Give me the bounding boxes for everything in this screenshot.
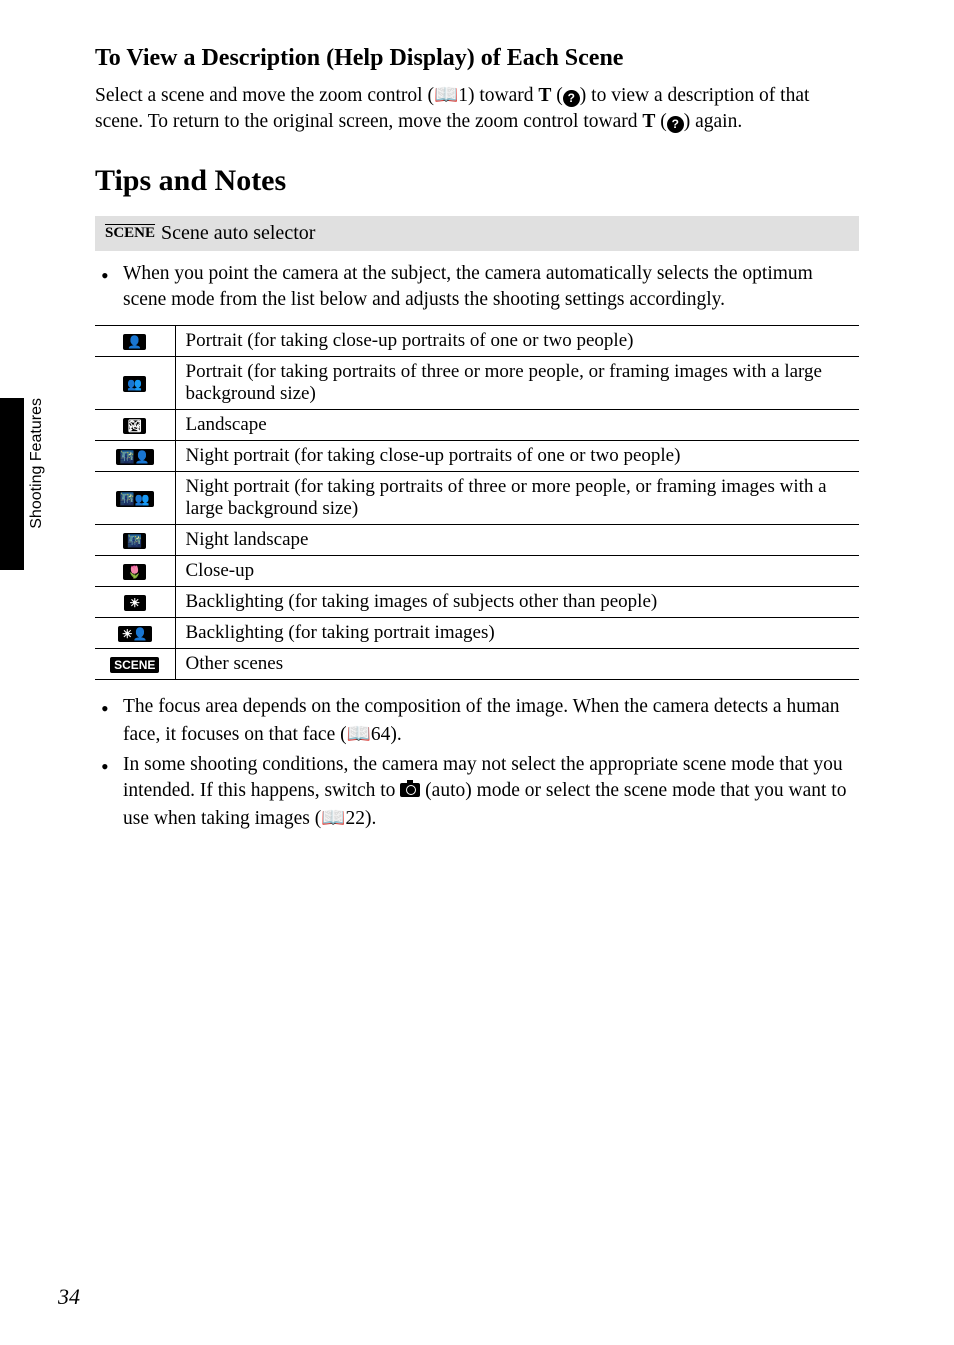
side-tab: Shooting Features — [0, 398, 54, 648]
text-fragment: Select a scene and move the zoom control… — [95, 85, 434, 106]
help-display-body: Select a scene and move the zoom control… — [95, 82, 859, 136]
scene-desc-cell: Night portrait (for taking portraits of … — [175, 472, 859, 525]
camera-icon — [400, 783, 420, 797]
scene-type-icon: 👥 — [123, 376, 146, 392]
table-row: 🌃👥 Night portrait (for taking portraits o… — [95, 472, 859, 525]
text-fragment: ( — [655, 111, 666, 132]
scene-type-icon: ☀👤 — [118, 626, 152, 642]
table-row: 🌃👤 Night portrait (for taking close-up po… — [95, 441, 859, 472]
scene-mode-icon: SCENE — [105, 225, 155, 242]
scene-type-icon: 🌃👤 — [116, 449, 154, 465]
bullet-list-top: When you point the camera at the subject… — [95, 261, 859, 314]
page-content: To View a Description (Help Display) of … — [0, 0, 954, 832]
text-fragment: 22). — [345, 808, 376, 829]
scene-type-icon: 🌷 — [123, 564, 146, 580]
text-fragment: 1) toward — [458, 85, 538, 106]
text-fragment: The focus area depends on the compositio… — [123, 696, 840, 744]
text-fragment: ) again. — [684, 111, 742, 132]
scene-desc-cell: Portrait (for taking close-up portraits … — [175, 326, 859, 357]
scene-type-icon: 🌃👥 — [116, 491, 154, 507]
table-row: 🌃 Night landscape — [95, 525, 859, 556]
scene-type-icon: SCENE — [110, 657, 159, 673]
list-item: The focus area depends on the compositio… — [95, 694, 859, 748]
scene-icon-cell: 🌷 — [95, 556, 175, 587]
scene-desc-cell: Backlighting (for taking portrait images… — [175, 618, 859, 649]
scene-table: 👤 Portrait (for taking close-up portraits… — [95, 325, 859, 680]
reference-icon: 📖 — [321, 805, 345, 831]
scene-auto-label: Scene auto selector — [161, 222, 315, 245]
bullet-list-bottom: The focus area depends on the compositio… — [95, 694, 859, 832]
scene-icon-cell: 👤 — [95, 326, 175, 357]
scene-desc-cell: Night landscape — [175, 525, 859, 556]
list-item: When you point the camera at the subject… — [95, 261, 859, 314]
scene-type-icon: 👤 — [123, 334, 146, 350]
table-row: 👤 Portrait (for taking close-up portraits… — [95, 326, 859, 357]
text-fragment: 64). — [371, 724, 402, 745]
scene-type-icon: 🏞 — [123, 418, 146, 434]
table-row: 🌷 Close-up — [95, 556, 859, 587]
tips-notes-heading: Tips and Notes — [95, 164, 859, 198]
scene-icon-cell: 🌃👤 — [95, 441, 175, 472]
table-row: 👥 Portrait (for taking portraits of three… — [95, 357, 859, 410]
scene-icon-cell: 🌃👥 — [95, 472, 175, 525]
help-icon: ? — [667, 116, 684, 133]
scene-desc-cell: Backlighting (for taking images of subje… — [175, 587, 859, 618]
scene-icon-text: SCENE — [105, 225, 155, 241]
table-row: ☀👤 Backlighting (for taking portrait imag… — [95, 618, 859, 649]
scene-icon-cell: 🌃 — [95, 525, 175, 556]
help-display-heading: To View a Description (Help Display) of … — [95, 45, 859, 72]
scene-desc-cell: Portrait (for taking portraits of three … — [175, 357, 859, 410]
text-fragment: ( — [551, 85, 562, 106]
reference-icon: 📖 — [434, 82, 458, 108]
scene-type-icon: ☀ — [124, 595, 146, 611]
scene-icon-cell: 👥 — [95, 357, 175, 410]
scene-icon-cell: ☀👤 — [95, 618, 175, 649]
side-tab-marker — [0, 398, 24, 570]
table-row: ☀ Backlighting (for taking images of subj… — [95, 587, 859, 618]
help-icon: ? — [563, 90, 580, 107]
scene-table-body: 👤 Portrait (for taking close-up portraits… — [95, 326, 859, 680]
scene-auto-bar: SCENE Scene auto selector — [95, 216, 859, 251]
list-item: In some shooting conditions, the camera … — [95, 752, 859, 832]
table-row: SCENE Other scenes — [95, 649, 859, 680]
page-number: 34 — [58, 1284, 80, 1310]
side-tab-label: Shooting Features — [28, 398, 46, 529]
scene-desc-cell: Night portrait (for taking close-up port… — [175, 441, 859, 472]
scene-type-icon: 🌃 — [123, 533, 146, 549]
scene-icon-cell: SCENE — [95, 649, 175, 680]
scene-desc-cell: Other scenes — [175, 649, 859, 680]
table-row: 🏞 Landscape — [95, 410, 859, 441]
scene-icon-cell: ☀ — [95, 587, 175, 618]
scene-desc-cell: Landscape — [175, 410, 859, 441]
scene-icon-cell: 🏞 — [95, 410, 175, 441]
reference-icon: 📖 — [347, 721, 371, 747]
zoom-t-label: T — [642, 111, 655, 132]
zoom-t-label: T — [538, 85, 551, 106]
scene-desc-cell: Close-up — [175, 556, 859, 587]
